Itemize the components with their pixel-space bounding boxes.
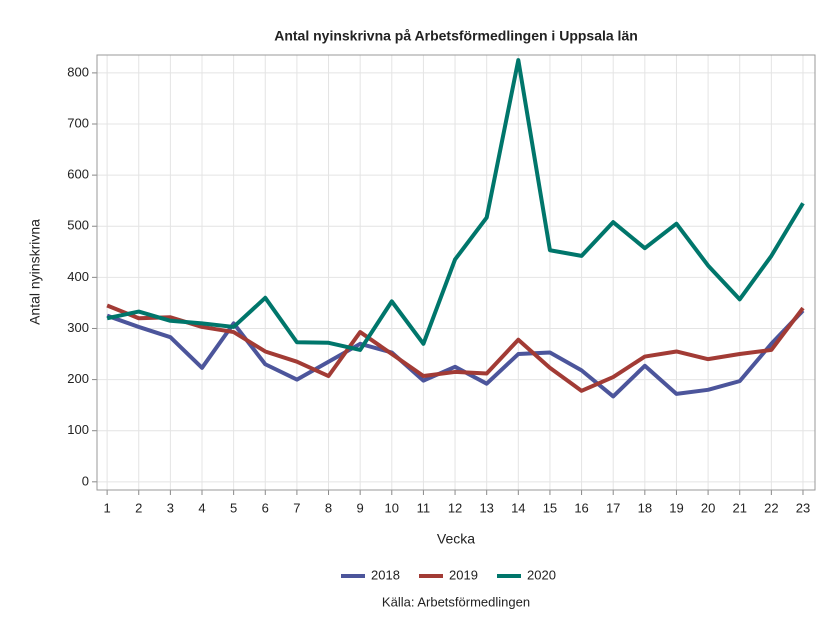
y-tick-label: 400 (67, 269, 89, 284)
x-tick-label: 16 (574, 500, 588, 515)
y-tick-label: 300 (67, 320, 89, 335)
y-tick-label: 700 (67, 115, 89, 130)
x-tick-label: 3 (167, 500, 174, 515)
plot-frame (96, 54, 816, 491)
x-tick-label: 9 (357, 500, 364, 515)
x-tick-label: 14 (511, 500, 525, 515)
y-tick-label: 100 (67, 422, 89, 437)
x-tick-label: 18 (638, 500, 652, 515)
x-tick-label: 19 (669, 500, 683, 515)
y-axis-label: Antal nyinskrivna (27, 219, 43, 325)
y-tick-label: 800 (67, 64, 89, 79)
x-tick-label: 23 (796, 500, 810, 515)
legend-label: 2020 (527, 567, 556, 582)
x-tick-label: 11 (417, 500, 431, 515)
x-tick-label: 20 (701, 500, 715, 515)
x-tick-label: 12 (448, 500, 462, 515)
x-tick-label: 15 (543, 500, 557, 515)
y-tick-label: 600 (67, 167, 89, 182)
x-axis-label: Vecka (437, 531, 475, 547)
x-tick-label: 10 (385, 500, 399, 515)
legend-label: 2018 (371, 567, 400, 582)
line-series (106, 58, 805, 352)
line-series (106, 309, 805, 399)
x-tick-label: 4 (198, 500, 205, 515)
x-tick-label: 13 (479, 500, 493, 515)
x-tick-label: 5 (230, 500, 237, 515)
x-tick-label: 17 (606, 500, 620, 515)
y-tick-label: 500 (67, 218, 89, 233)
x-tick-label: 6 (262, 500, 269, 515)
source-note: Källa: Arbetsförmedlingen (382, 594, 530, 609)
x-tick-label: 7 (293, 500, 300, 515)
legend-label: 2019 (449, 567, 478, 582)
x-tick-label: 21 (732, 500, 746, 515)
x-tick-label: 2 (135, 500, 142, 515)
y-tick-label: 0 (82, 473, 89, 488)
line-series (106, 303, 805, 393)
x-tick-label: 8 (325, 500, 332, 515)
x-tick-label: 1 (104, 500, 111, 515)
x-tick-label: 22 (764, 500, 778, 515)
y-tick-label: 200 (67, 371, 89, 386)
chart-title: Antal nyinskrivna på Arbetsförmedlingen … (274, 28, 638, 44)
